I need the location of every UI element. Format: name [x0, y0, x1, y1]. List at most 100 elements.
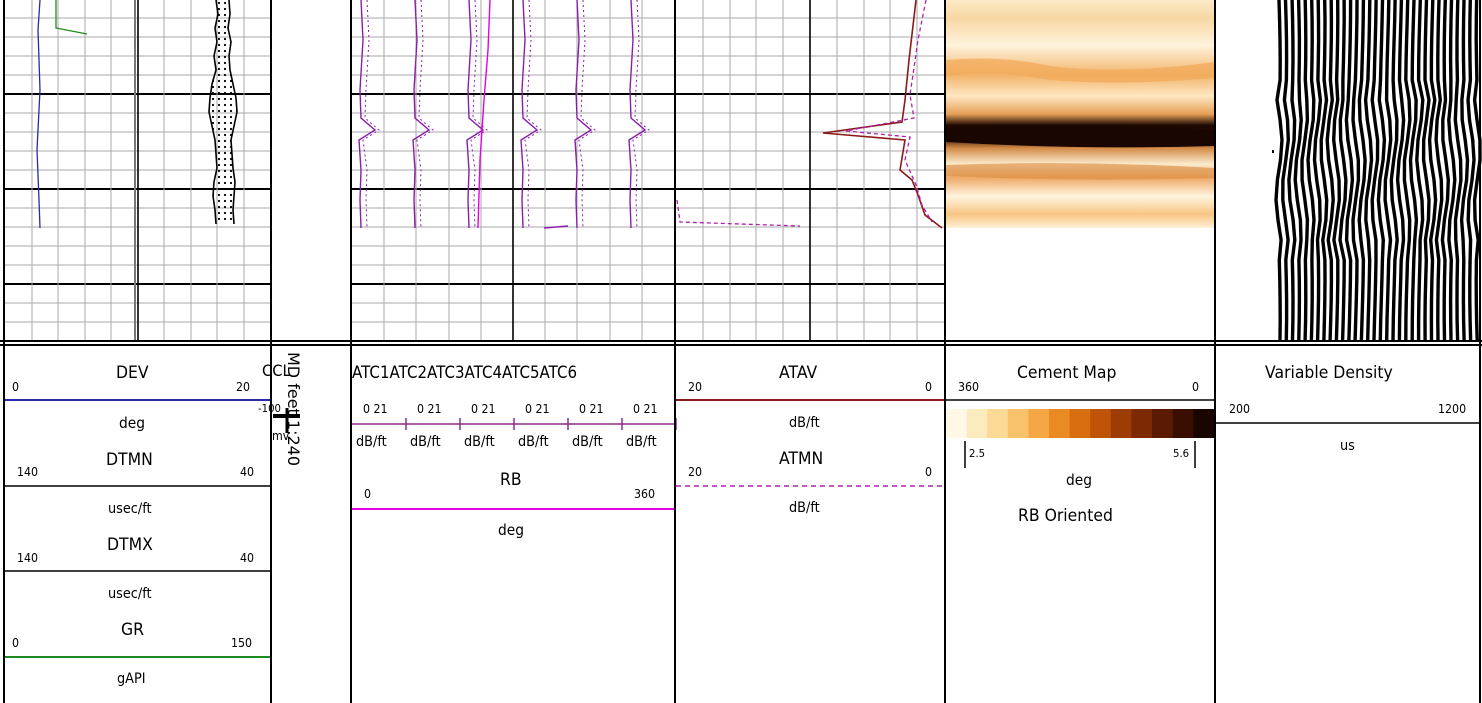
- atc2-secondary: [416, 0, 434, 229]
- dtmx-right-scale: 40: [240, 551, 255, 565]
- atav-right-scale: 0: [925, 380, 933, 394]
- gr-right-scale: 150: [231, 636, 253, 650]
- vdl-wave: [1319, 0, 1329, 341]
- vdl-wave: [1338, 0, 1348, 341]
- vdl-wave: [1281, 0, 1291, 341]
- log-curves: [36, 0, 943, 229]
- atc2-curve: [412, 0, 431, 229]
- dtmn-curve: [208, 0, 219, 225]
- vdl-wave: [1415, 0, 1425, 340]
- vdl-wave: [1363, 0, 1374, 341]
- cement-colorbar-cell: [1110, 409, 1132, 438]
- vdl-dot: [1272, 150, 1274, 153]
- dtmx-unit: usec/ft: [108, 586, 152, 602]
- vdl-wave: [1440, 0, 1451, 341]
- vdl-wave: [1389, 0, 1399, 341]
- vdl-wave: [1427, 0, 1438, 341]
- atmn-left-scale: 20: [688, 465, 703, 479]
- cement-band: [946, 163, 1214, 180]
- rb-unit: deg: [498, 521, 525, 539]
- dtmn-dtmx-fill: [209, 0, 237, 224]
- cement-dark-band: [946, 125, 1214, 148]
- atav-unit: dB/ft: [789, 415, 820, 431]
- cement-colorbar-cell: [1193, 409, 1215, 438]
- dev-unit: deg: [119, 414, 146, 432]
- ccl-scale: -100: [258, 402, 281, 415]
- cement-colorbar-cell: [1131, 409, 1153, 438]
- dtmn-left-scale: 140: [17, 465, 39, 479]
- atmn-right-scale: 0: [925, 465, 933, 479]
- dev-right-scale: 20: [236, 380, 251, 394]
- cement-unit: deg: [1066, 471, 1093, 489]
- rb-right-scale: 360: [634, 487, 656, 501]
- vdl-wave: [1287, 0, 1297, 341]
- cement-map-fill: [946, 0, 1214, 228]
- cement-colorbar-cell: [1090, 409, 1112, 438]
- cement-colorbar-cell: [946, 409, 967, 438]
- vdl-wave: [1325, 0, 1335, 341]
- dtmx-left-scale: 140: [17, 551, 39, 565]
- ccl-curve-name: CCL: [262, 361, 291, 380]
- variable-density-image: [1272, 0, 1482, 341]
- cement-colorbar-cell: [1028, 409, 1050, 438]
- dtmn-right-scale: 40: [240, 465, 255, 479]
- atc2-scale: 0 21: [417, 402, 442, 416]
- atav-curve-name: ATAV: [779, 363, 818, 383]
- vdl-wave: [1274, 0, 1284, 341]
- dev-left-scale: 0: [12, 380, 20, 394]
- cement-right-scale: 0: [1192, 380, 1200, 394]
- atav-left-scale: 20: [688, 380, 703, 394]
- atmn-unit: dB/ft: [789, 500, 820, 516]
- vdl-wave: [1402, 0, 1412, 341]
- cement-band: [946, 58, 1214, 83]
- atc4-unit: dB/ft: [518, 434, 549, 450]
- atc1-curve: [358, 0, 377, 229]
- vdl-wave: [1408, 0, 1419, 341]
- cement-colorbar-cell: [966, 409, 988, 438]
- rb-curve: [477, 0, 491, 229]
- atc6-secondary: [632, 0, 650, 229]
- atc5-curve: [574, 0, 593, 229]
- vdl-wave: [1370, 0, 1380, 341]
- vdl-wave: [1459, 0, 1470, 341]
- cement-colorbar-cell: [1049, 409, 1070, 438]
- vdl-wave: [1357, 0, 1367, 341]
- cement-map-image: [946, 0, 1214, 228]
- vdl-wave: [1312, 0, 1323, 341]
- vdl-wave: [1466, 0, 1476, 341]
- vdl-unit: us: [1340, 438, 1355, 454]
- vdl-wave: [1434, 0, 1444, 341]
- dtmn-curve-name: DTMN: [106, 450, 153, 470]
- atc2-unit: dB/ft: [410, 434, 441, 450]
- atc3-curve: [466, 0, 485, 229]
- header-lines: [5, 399, 1480, 658]
- vdl-wave: [1395, 0, 1406, 341]
- cement-colorbar-cell: [1007, 409, 1029, 438]
- atc-curve-names: ATC1ATC2ATC3ATC4ATC5ATC6: [352, 363, 578, 383]
- cement-subtitle: RB Oriented: [1018, 506, 1113, 526]
- atc5-secondary: [578, 0, 596, 229]
- vdl-wave: [1306, 0, 1316, 341]
- ccl-unit: mv: [272, 429, 290, 443]
- cement-colorbar-cell: [1152, 409, 1173, 438]
- atc4-secondary: [524, 0, 542, 229]
- vdl-wave: [1453, 0, 1463, 341]
- vdl-wave: [1331, 0, 1342, 341]
- vdl-wave: [1300, 0, 1310, 341]
- dtmx-curve: [227, 0, 238, 225]
- gr-unit: gAPI: [117, 671, 146, 687]
- atmn-curve-name: ATMN: [779, 449, 824, 469]
- cement-colorbar-cell: [1069, 409, 1091, 438]
- atc5-scale: 0 21: [579, 402, 604, 416]
- atav-curve: [822, 0, 943, 229]
- atc3-secondary: [470, 0, 488, 229]
- atc1-secondary: [362, 0, 380, 229]
- vdl-right-scale: 1200: [1438, 402, 1467, 416]
- atc4-curve: [520, 0, 539, 229]
- atmn-tail: [676, 199, 801, 227]
- cement-title: Cement Map: [1017, 363, 1117, 383]
- vdl-wave: [1351, 0, 1361, 341]
- atc6-unit: dB/ft: [626, 434, 657, 450]
- atc5-unit: dB/ft: [572, 434, 603, 450]
